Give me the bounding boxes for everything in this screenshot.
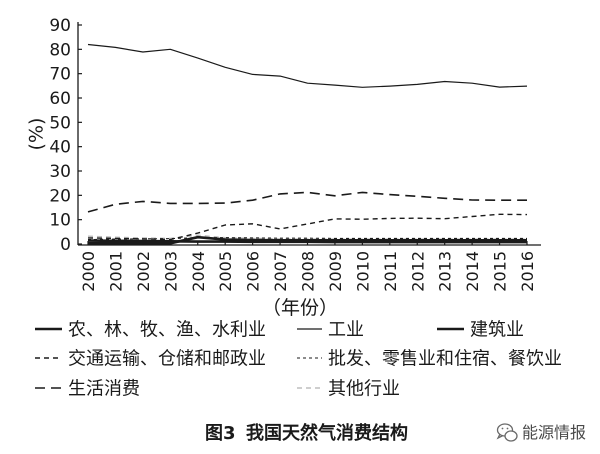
x-tick-label: 2011 [381, 251, 400, 292]
x-tick-label: 2003 [161, 251, 180, 292]
wechat-icon [496, 423, 518, 442]
legend-label-wholesale-retail: 批发、零售业和住宿、餐饮业 [328, 348, 562, 369]
x-axis-title: （年份） [262, 297, 338, 319]
y-tick-label: 50 [49, 113, 71, 133]
legend-label-other: 其他行业 [328, 378, 400, 399]
x-tick-label: 2013 [436, 251, 455, 292]
watermark: 能源情报 [496, 423, 586, 442]
legend-label-transport: 交通运输、仓储和邮政业 [68, 348, 266, 369]
y-tick-label: 30 [49, 162, 71, 182]
legend-label-construction: 建筑业 [470, 319, 524, 340]
x-tick-label: 2014 [463, 251, 482, 292]
y-tick-label: 70 [49, 65, 71, 85]
y-axis-ticks: 0 10 20 30 40 50 60 70 80 90 [49, 16, 82, 255]
legend-item-industry: 工业 [297, 319, 364, 340]
y-tick-label: 20 [49, 186, 71, 206]
legend: 农、林、牧、渔、水利业 工业 建筑业 交通运输、仓储和邮政业 批发、零售业和住宿… [35, 319, 562, 399]
series-line-residential [87, 191, 527, 213]
x-axis-ticks: 2000 2001 2002 2003 2004 2005 2006 2007 2008 2009… [79, 241, 537, 292]
y-axis-title: (%) [26, 118, 48, 151]
series-line-wholesale-retail [87, 237, 527, 241]
y-tick-label: 40 [49, 138, 71, 158]
series-line-industry [87, 43, 528, 88]
x-tick-label: 2006 [244, 251, 263, 292]
x-tick-label: 2016 [518, 251, 537, 292]
series-line-construction [88, 235, 527, 245]
legend-item-residential: 生活消费 [35, 378, 140, 399]
watermark-text: 能源情报 [522, 423, 586, 442]
x-tick-label: 2005 [216, 251, 235, 292]
y-tick-label: 90 [49, 16, 71, 36]
legend-item-wholesale-retail: 批发、零售业和住宿、餐饮业 [297, 348, 562, 369]
x-tick-label: 2000 [79, 251, 98, 292]
legend-item-agriculture: 农、林、牧、渔、水利业 [35, 319, 266, 340]
y-tick-label: 10 [49, 211, 71, 231]
y-tick-label: 60 [49, 89, 71, 109]
x-tick-label: 2007 [271, 251, 290, 292]
legend-item-transport: 交通运输、仓储和邮政业 [35, 348, 266, 369]
legend-label-residential: 生活消费 [68, 378, 140, 399]
x-tick-label: 2004 [189, 251, 208, 292]
x-tick-label: 2010 [353, 251, 372, 292]
x-tick-label: 2008 [299, 251, 318, 292]
y-tick-label: 80 [49, 40, 71, 60]
plot-area: 0 10 20 30 40 50 60 70 80 90 2000 2001 2002 2003 2004… [49, 16, 541, 292]
x-tick-label: 2012 [408, 251, 427, 292]
x-tick-label: 2009 [326, 251, 345, 292]
legend-label-industry: 工业 [328, 319, 364, 340]
x-tick-label: 2015 [491, 251, 510, 292]
figure-label: 图3 [205, 423, 236, 444]
figure-caption: 图3 我国天然气消费结构 [205, 422, 408, 444]
figure-title: 我国天然气消费结构 [246, 422, 408, 444]
legend-item-construction: 建筑业 [437, 319, 524, 340]
legend-item-other: 其他行业 [297, 378, 400, 399]
legend-label-agriculture: 农、林、牧、渔、水利业 [68, 319, 266, 340]
y-tick-label: 0 [60, 235, 71, 255]
x-tick-label: 2002 [134, 251, 153, 292]
series-line-transport [87, 213, 528, 241]
x-tick-label: 2001 [106, 251, 125, 292]
